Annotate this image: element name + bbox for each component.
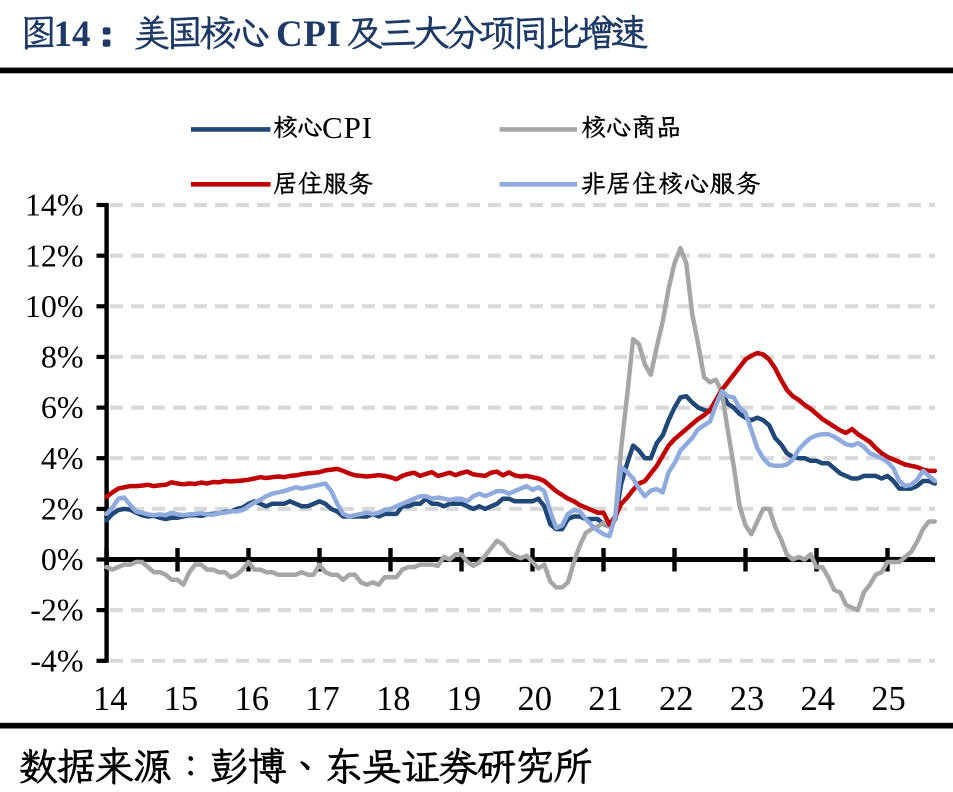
svg-text:10%: 10% [25,288,84,324]
svg-text:24: 24 [800,680,835,718]
svg-text:CPI: CPI [276,14,342,55]
svg-text:6%: 6% [41,389,84,425]
svg-text:25: 25 [871,680,906,718]
svg-text:2%: 2% [41,491,84,527]
svg-text:16: 16 [234,680,269,718]
svg-text:14: 14 [54,14,91,55]
svg-text:14%: 14% [25,187,84,223]
svg-text:21: 21 [588,680,623,718]
svg-text:0%: 0% [41,541,84,577]
svg-text:15: 15 [164,680,199,718]
svg-text:18: 18 [376,680,411,718]
svg-text:23: 23 [730,680,765,718]
svg-text:CPI: CPI [322,110,373,145]
svg-text:-4%: -4% [30,642,83,678]
svg-text:12%: 12% [25,237,84,273]
svg-text:8%: 8% [41,339,84,375]
svg-text:-2%: -2% [30,592,83,628]
svg-text:19: 19 [447,680,482,718]
svg-text:14: 14 [93,680,128,718]
svg-text:20: 20 [517,680,552,718]
svg-text:17: 17 [305,680,340,718]
svg-text:4%: 4% [41,440,84,476]
svg-text:22: 22 [659,680,694,718]
